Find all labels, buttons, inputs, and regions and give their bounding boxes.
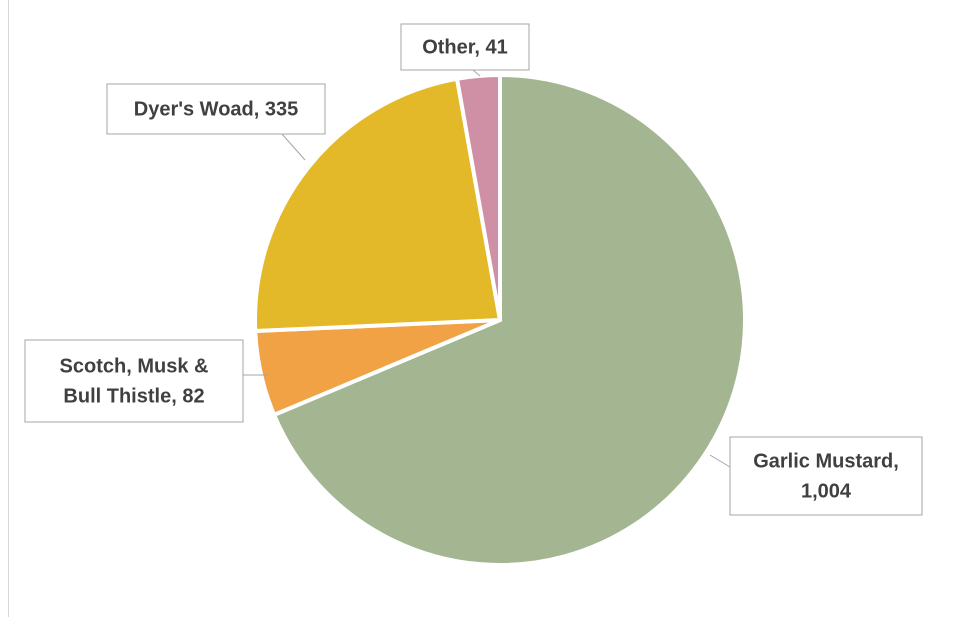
pie-slice-dyer-s-woad [253,76,502,334]
pie-slice-other [455,72,502,322]
leader-line-other [472,69,481,77]
data-label-garlic-mustard-line-1: Garlic Mustard, [753,451,899,473]
slices-layer [253,72,747,567]
leader-line-garlic-mustard [709,454,731,468]
data-label-garlic-mustard-line-2: 1,004 [801,481,852,503]
data-label-other-line-1: Other, 41 [422,37,508,59]
left-border-line [8,0,9,617]
pie-slice-garlic-mustard [272,73,747,567]
data-label-dyer-s-woad-line-1: Dyer's Woad, 335 [134,99,298,121]
data-label-scotch-musk-bull-thistle-line-2: Bull Thistle, 82 [63,386,204,408]
callout-box-garlic-mustard [729,436,923,516]
callouts-layer: Garlic Mustard, 1,004 Scotch, Musk & Bull T… [24,23,923,516]
callout-box-scotch-musk-bull-thistle [24,339,244,423]
data-label-scotch-musk-bull-thistle-line-1: Scotch, Musk & [60,356,209,378]
callout-box-dyer-s-woad [106,83,326,135]
leader-line-dyer-s-woad [281,133,306,161]
callout-box-other [400,23,530,71]
